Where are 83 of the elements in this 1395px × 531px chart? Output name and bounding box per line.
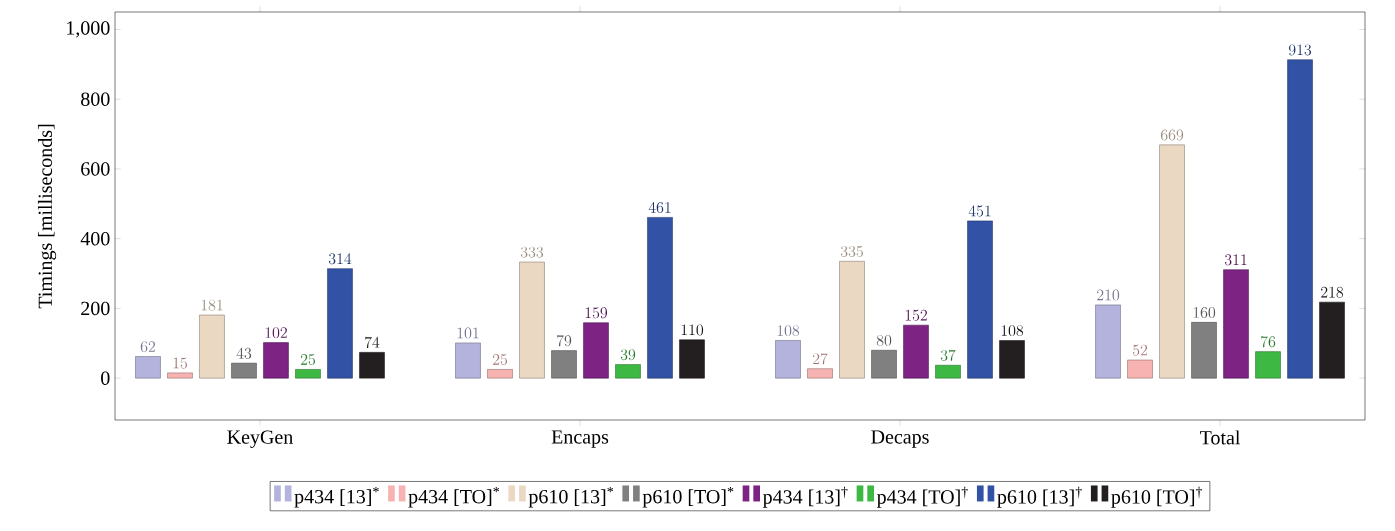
data-label: 108 bbox=[1001, 325, 1024, 337]
bar bbox=[647, 217, 673, 379]
data-label: 160 bbox=[1193, 307, 1216, 318]
bar bbox=[551, 350, 577, 379]
data-label: 181 bbox=[201, 299, 223, 311]
data-label: 108 bbox=[777, 325, 800, 337]
data-label: 110 bbox=[681, 324, 704, 336]
bar bbox=[263, 342, 289, 379]
legend-label: p434 [TO]$^{†}$ bbox=[876, 486, 968, 508]
data-label: 333 bbox=[520, 246, 544, 258]
bar bbox=[839, 261, 865, 379]
bar bbox=[775, 340, 801, 379]
data-label: 25 bbox=[492, 354, 508, 366]
bar bbox=[487, 369, 513, 379]
y-tick-label: 1,000 bbox=[67, 21, 110, 38]
bar bbox=[871, 349, 897, 379]
bar bbox=[1287, 59, 1313, 379]
data-label: 335 bbox=[840, 245, 863, 257]
legend-label: p610 [13]$^{†}$ bbox=[997, 486, 1082, 508]
bar bbox=[999, 340, 1025, 379]
bar bbox=[519, 261, 545, 379]
bar bbox=[1223, 269, 1249, 379]
y-tick-label: 400 bbox=[80, 231, 110, 246]
y-tick-label: 200 bbox=[81, 301, 110, 316]
data-label: 159 bbox=[585, 307, 608, 319]
data-label: 27 bbox=[812, 353, 828, 365]
data-label: 15 bbox=[173, 357, 188, 369]
data-label: 25 bbox=[300, 354, 316, 366]
legend-label: p434 [13]$^{*}$ bbox=[294, 487, 379, 508]
y-tick-label: 800 bbox=[81, 92, 110, 106]
data-label: 74 bbox=[365, 336, 380, 348]
data-label: 76 bbox=[1261, 336, 1276, 348]
bar bbox=[455, 342, 481, 379]
data-label: 62 bbox=[140, 341, 156, 353]
bar bbox=[615, 364, 641, 379]
data-label: 669 bbox=[1160, 129, 1184, 141]
y-axis-title: Timings [milliseconds] bbox=[37, 124, 57, 309]
y-tick-label: 600 bbox=[81, 162, 110, 176]
data-label: 39 bbox=[620, 349, 636, 361]
bar bbox=[903, 324, 929, 379]
bar bbox=[935, 364, 961, 379]
bar bbox=[807, 368, 833, 379]
bar bbox=[583, 322, 609, 379]
legend-label: p610 [TO]$^{†}$ bbox=[1111, 486, 1203, 508]
bar bbox=[167, 372, 193, 379]
bar bbox=[231, 362, 257, 379]
x-tick-label: Total bbox=[1199, 430, 1241, 445]
x-tick-label: Decaps bbox=[871, 430, 929, 448]
x-tick-label: Encaps bbox=[551, 430, 609, 448]
data-label: 37 bbox=[940, 349, 956, 361]
bar bbox=[967, 220, 993, 379]
x-tick-label: KeyGen bbox=[227, 430, 293, 448]
bar bbox=[359, 352, 385, 379]
data-label: 80 bbox=[876, 334, 892, 346]
data-label: 102 bbox=[265, 327, 287, 339]
legend-label: p610 [TO]$^{*}$ bbox=[642, 487, 734, 508]
data-label: 79 bbox=[557, 335, 572, 347]
bar bbox=[295, 369, 321, 379]
legend-label: p434 [13]$^{†}$ bbox=[762, 486, 848, 508]
bar bbox=[1159, 144, 1185, 379]
data-label: 311 bbox=[1224, 254, 1247, 266]
bar bbox=[1095, 304, 1121, 379]
y-tick-label: 0 bbox=[101, 371, 110, 385]
legend-label: p610 [13]$^{*}$ bbox=[528, 487, 614, 508]
bar bbox=[199, 314, 225, 379]
bar bbox=[135, 356, 161, 379]
data-label: 43 bbox=[236, 347, 252, 359]
bar bbox=[327, 268, 353, 379]
bar bbox=[1319, 301, 1345, 379]
bar bbox=[1255, 351, 1281, 379]
data-label: 314 bbox=[328, 253, 352, 265]
bar bbox=[679, 339, 705, 379]
data-label: 913 bbox=[1288, 44, 1312, 56]
data-label: 451 bbox=[968, 205, 991, 217]
legend-label: p434 [TO]$^{*}$ bbox=[408, 487, 500, 508]
data-label: 210 bbox=[1097, 289, 1120, 301]
data-label: 218 bbox=[1321, 286, 1344, 298]
data-label: 461 bbox=[648, 201, 671, 214]
bar bbox=[1127, 359, 1153, 379]
data-label: 101 bbox=[457, 327, 479, 339]
bar bbox=[1191, 322, 1217, 379]
data-label: 52 bbox=[1132, 344, 1148, 356]
data-label: 152 bbox=[905, 309, 927, 321]
